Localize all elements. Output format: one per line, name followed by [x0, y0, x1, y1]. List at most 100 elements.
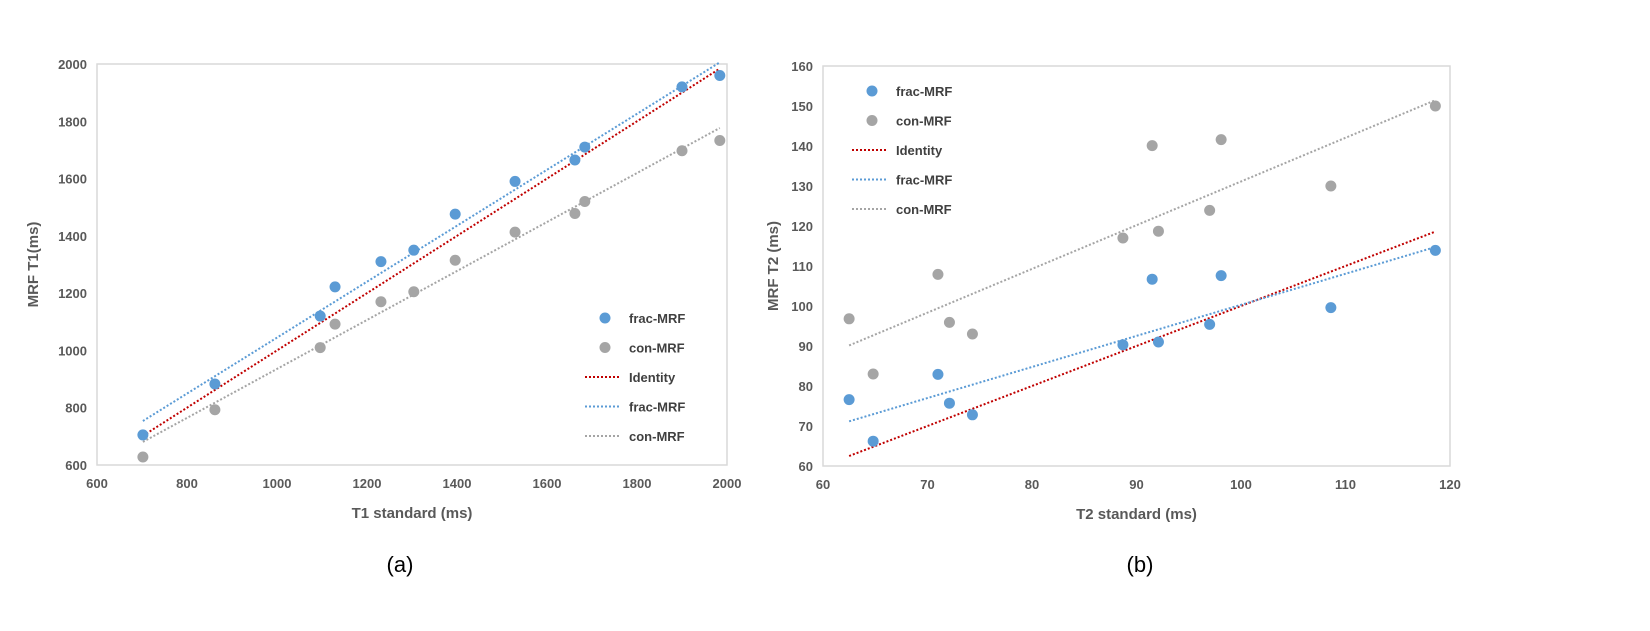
y-tick-label: 1200 [58, 286, 87, 301]
y-tick-label: 140 [791, 139, 813, 154]
frac-MRF-point [509, 175, 521, 187]
con-MRF-point [1215, 134, 1227, 146]
y-tick-label: 110 [792, 259, 813, 274]
frac-MRF-trendline [142, 61, 721, 422]
frac-MRF-point [1429, 244, 1441, 256]
frac-MRF-point [375, 256, 387, 268]
con-MRF-point [408, 286, 420, 298]
figure-caption: (a) [387, 552, 414, 577]
frac-MRF-point [1215, 270, 1227, 282]
y-tick-label: 150 [791, 99, 813, 114]
frac-MRF-point [314, 310, 326, 322]
x-tick-label: 1800 [623, 476, 652, 491]
identity-line [848, 230, 1436, 457]
frac-MRF-point [579, 141, 591, 153]
frac-MRF-point [137, 429, 149, 441]
x-axis-label: T1 standard (ms) [352, 505, 473, 522]
x-tick-label: 80 [1025, 477, 1039, 492]
con-MRF-point [569, 208, 581, 220]
y-tick-label: 600 [65, 458, 87, 473]
x-tick-label: 120 [1439, 477, 1461, 492]
con-MRF-trendline [142, 127, 721, 443]
y-tick-label: 90 [799, 339, 813, 354]
figure-caption: (b) [1127, 552, 1154, 577]
y-tick-label: 1600 [58, 172, 87, 187]
con-MRF-point [1152, 225, 1164, 237]
y-tick-label: 2000 [58, 57, 87, 72]
x-tick-label: 1400 [443, 476, 472, 491]
y-axis-label: MRF T1(ms) [25, 222, 42, 308]
y-tick-label: 160 [791, 59, 813, 74]
con-MRF-point [1146, 140, 1158, 152]
x-tick-label: 110 [1335, 477, 1356, 492]
x-tick-label: 1200 [353, 476, 382, 491]
x-tick-label: 1600 [533, 476, 562, 491]
con-MRF-point [1429, 100, 1441, 112]
x-tick-label: 800 [176, 476, 198, 491]
y-tick-label: 1000 [58, 343, 87, 358]
frac-MRF-point [932, 368, 944, 380]
frac-MRF-point [1325, 302, 1337, 314]
legend-marker [599, 312, 611, 324]
con-MRF-point [932, 268, 944, 280]
y-tick-label: 80 [799, 379, 813, 394]
frac-MRF-point [449, 208, 461, 220]
con-MRF-point [1325, 180, 1337, 192]
identity-line [142, 67, 721, 437]
y-tick-label: 120 [791, 219, 813, 234]
legend-label: frac-MRF [896, 173, 952, 188]
legend-label: con-MRF [896, 114, 952, 129]
con-MRF-point [375, 296, 387, 308]
x-axis-label: T2 standard (ms) [1076, 506, 1197, 523]
legend-label: Identity [629, 370, 676, 385]
frac-MRF-point [867, 435, 879, 447]
frac-MRF-point [1146, 273, 1158, 285]
plot-area [96, 63, 728, 466]
con-MRF-point [867, 368, 879, 380]
con-MRF-point [209, 404, 221, 416]
y-tick-label: 1400 [58, 229, 87, 244]
legend-label: Identity [896, 143, 943, 158]
legend-label: frac-MRF [896, 84, 952, 99]
x-tick-label: 60 [816, 477, 830, 492]
frac-MRF-point [1117, 339, 1129, 351]
frac-MRF-point [943, 397, 955, 409]
con-MRF-point [137, 451, 149, 463]
frac-MRF-point [676, 81, 688, 93]
x-tick-label: 70 [920, 477, 934, 492]
con-MRF-point [714, 134, 726, 146]
y-tick-label: 70 [799, 419, 813, 434]
y-tick-label: 130 [791, 179, 813, 194]
con-MRF-point [329, 318, 341, 330]
x-tick-label: 1000 [263, 476, 292, 491]
con-MRF-point [314, 342, 326, 354]
y-tick-label: 1800 [58, 114, 87, 129]
con-MRF-point [966, 328, 978, 340]
con-MRF-point [1204, 204, 1216, 216]
con-MRF-point [676, 145, 688, 157]
frac-MRF-point [329, 281, 341, 293]
legend-label: con-MRF [629, 429, 685, 444]
frac-MRF-point [209, 378, 221, 390]
frac-MRF-point [1204, 318, 1216, 330]
con-MRF-point [843, 313, 855, 325]
frac-MRF-point [714, 69, 726, 81]
x-tick-label: 2000 [713, 476, 742, 491]
x-tick-label: 90 [1129, 477, 1143, 492]
chart-b: 60 70 80 90 100 110 120 60 70 80 90 100 110 120 130 140… [765, 59, 1461, 577]
legend-label: con-MRF [629, 341, 685, 356]
con-MRF-point [449, 254, 461, 266]
frac-MRF-point [569, 154, 581, 166]
legend-marker [599, 342, 611, 353]
frac-MRF-point [408, 244, 420, 256]
con-MRF-point [509, 226, 521, 238]
con-MRF-point [943, 316, 955, 328]
x-tick-label: 600 [86, 476, 108, 491]
con-MRF-trendline [848, 99, 1436, 347]
frac-MRF-point [966, 409, 978, 421]
con-MRF-point [1117, 232, 1129, 244]
legend-label: con-MRF [896, 202, 952, 217]
legend-label: frac-MRF [629, 311, 685, 326]
legend-marker [866, 85, 878, 97]
